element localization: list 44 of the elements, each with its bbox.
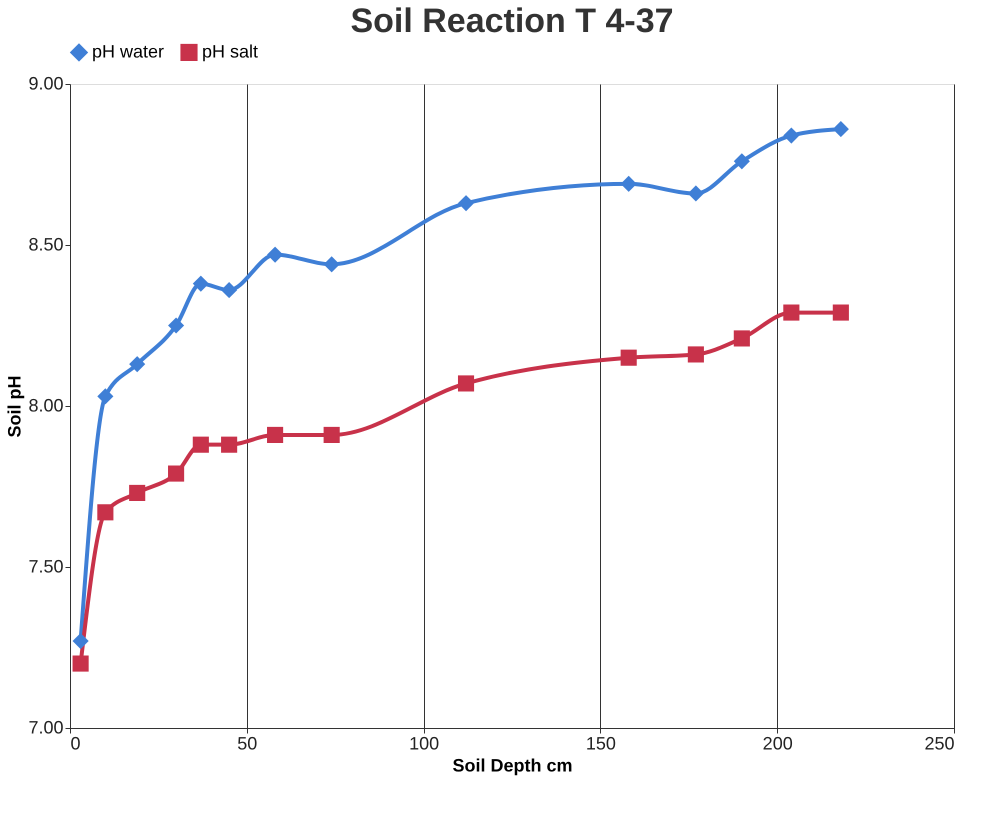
point xyxy=(458,375,474,392)
y-tick-label: 7.50 xyxy=(28,556,64,576)
x-tick-label: 0 xyxy=(70,734,81,754)
x-axis-title: Soil Depth cm xyxy=(452,756,573,776)
point xyxy=(221,436,238,453)
x-tick-label: 100 xyxy=(409,734,440,754)
point xyxy=(168,317,184,334)
point xyxy=(734,330,750,346)
point xyxy=(267,246,284,263)
legend-label: pH salt xyxy=(202,41,258,62)
point xyxy=(620,176,637,192)
x-tick-label: 200 xyxy=(762,734,793,754)
point xyxy=(267,426,284,444)
x-tick-label: 50 xyxy=(237,734,258,754)
point xyxy=(72,633,89,650)
point xyxy=(783,127,800,144)
point xyxy=(192,276,209,292)
point xyxy=(129,356,146,372)
point xyxy=(688,185,704,202)
y-tick-label: 8.00 xyxy=(28,396,64,416)
point xyxy=(688,346,704,363)
y-tick-label: 9.00 xyxy=(28,74,64,94)
point xyxy=(458,195,474,212)
point xyxy=(620,350,637,366)
point xyxy=(97,388,114,404)
chart-title: Soil Reaction T 4-37 xyxy=(350,2,674,40)
point xyxy=(832,121,849,138)
point xyxy=(221,282,238,298)
y-tick-label: 7.00 xyxy=(28,718,64,738)
x-tick-label: 150 xyxy=(586,734,616,754)
x-tick-label: 250 xyxy=(924,734,954,754)
y-axis-title: Soil pH xyxy=(4,376,24,438)
point xyxy=(324,256,340,272)
point xyxy=(168,466,184,482)
point xyxy=(734,153,750,170)
point xyxy=(192,436,209,453)
point xyxy=(97,504,114,520)
point xyxy=(783,304,800,321)
point xyxy=(129,484,146,502)
y-tick-label: 8.50 xyxy=(28,234,64,254)
legend-label: pH water xyxy=(92,41,164,62)
point xyxy=(324,426,340,444)
point xyxy=(72,656,89,672)
point xyxy=(832,304,849,321)
